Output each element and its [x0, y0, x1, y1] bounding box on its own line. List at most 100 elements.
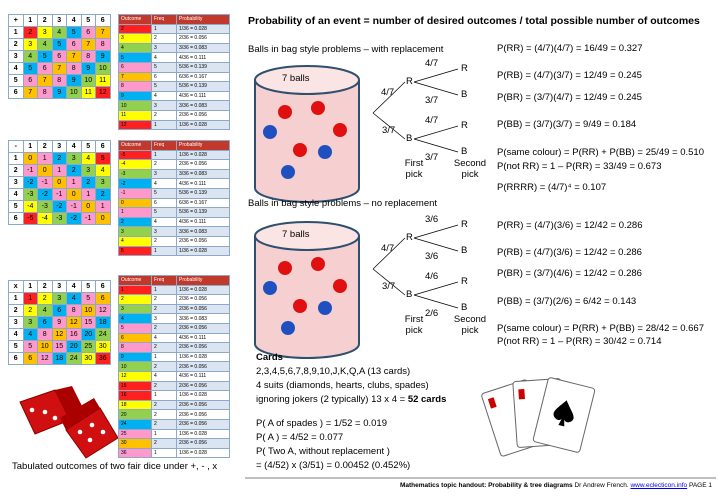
- table-cell: 3: [51, 292, 67, 305]
- footer: Mathematics topic handout: Probability &…: [400, 482, 712, 489]
- tree-branch: [372, 112, 406, 140]
- branch-label: B: [461, 89, 468, 100]
- table-cell: -3: [37, 200, 53, 213]
- table-cell: 9: [51, 86, 67, 99]
- table-cell: -5: [22, 212, 38, 225]
- bag-label: 7 balls: [282, 229, 310, 240]
- table-cell: 2/36 = 0.056: [176, 418, 230, 430]
- table-row: 3 -2 -1 0 1 2 3: [8, 176, 111, 189]
- table-row: 7 6 6/36 = 0.167: [118, 71, 230, 83]
- probability-result: P(RB) = (4/7)(3/7) = 12/49 = 0.245: [497, 70, 642, 81]
- table-cell: 30: [80, 352, 96, 365]
- table-cell: 10: [118, 361, 152, 372]
- table-row: 25 1 1/36 = 0.028: [118, 428, 230, 440]
- table-cell: 3: [22, 316, 38, 329]
- table-cell: 30: [118, 438, 152, 449]
- header-cell: +: [8, 14, 24, 27]
- outcome-table: Outcome Freq Probability 1 1 1/36 = 0.028 2 2 2/…: [118, 275, 230, 459]
- table-cell: 2/36 = 0.056: [176, 303, 230, 315]
- table-cell: 4/36 = 0.111: [176, 178, 230, 189]
- table-cell: 5/36 = 0.139: [176, 81, 230, 92]
- table-cell: 1: [118, 284, 152, 296]
- table-row: 5 5 10 15 20 25 30: [8, 340, 111, 353]
- table-cell: 2/36 = 0.056: [176, 159, 230, 170]
- table-row: 4 3 3/36 = 0.083: [118, 42, 230, 54]
- table-row: 15 2 2/36 = 0.056: [118, 380, 230, 392]
- row-header-cell: 3: [8, 50, 24, 63]
- table-row: Outcome Freq Probability: [118, 14, 230, 25]
- header-cell: 2: [37, 14, 53, 27]
- bag: [254, 80, 360, 203]
- branch-prob: 3/6: [425, 251, 439, 262]
- table-row: 5 1 1/36 = 0.028: [118, 245, 230, 257]
- table-row: -1 5 5/36 = 0.139: [118, 187, 230, 199]
- table-cell: 1/36 = 0.028: [176, 149, 230, 161]
- table-row: -3 3 3/36 = 0.083: [118, 168, 230, 180]
- branch-prob: 4/6: [425, 271, 439, 282]
- section-heading: Balls in bag style problems – no replace…: [248, 198, 438, 209]
- dice-table: x 1 2 3 4 5 6 1 1 2 3 4 5 6 2 2 4 6 8 10 12 3 3 6 9 12 15 18 4 4 8 12 16…: [8, 280, 111, 365]
- probability-result: P(RB) = (4/7)(3/6) = 12/42 = 0.286: [497, 247, 642, 258]
- table-cell: 9: [118, 90, 152, 102]
- row-header-cell: 1: [8, 26, 24, 39]
- table-cell: -2: [118, 178, 152, 189]
- table-row: 0 6 6/36 = 0.167: [118, 197, 230, 209]
- cards-image: [481, 377, 596, 457]
- row-header-cell: 5: [8, 340, 24, 353]
- table-cell: 1/36 = 0.028: [176, 390, 230, 401]
- table-cell: 3: [151, 42, 177, 54]
- table-row: 2 4 4/36 = 0.111: [118, 216, 230, 228]
- table-cell: -4: [37, 212, 53, 225]
- row-header-cell: 1: [8, 292, 24, 305]
- table-cell: 4: [151, 332, 177, 344]
- branch-label: B: [406, 289, 413, 300]
- row-header-cell: 6: [8, 352, 24, 365]
- table-row: 12 4 4/36 = 0.111: [118, 370, 230, 382]
- table-cell: 2: [151, 235, 177, 247]
- title: Probability of an event = number of desi…: [248, 15, 700, 27]
- table-cell: 4: [66, 292, 82, 305]
- table-row: 18 2 2/36 = 0.056: [118, 399, 230, 411]
- table-cell: 4/36 = 0.111: [176, 52, 230, 63]
- header-cell: 4: [66, 280, 82, 293]
- table-row: 2 -1 0 1 2 3 4: [8, 164, 111, 177]
- cards-line: ignoring jokers (2 typically) 13 x 4 = 5…: [256, 394, 447, 405]
- header-cell: 3: [51, 280, 67, 293]
- table-cell: 6: [22, 74, 38, 87]
- second-pick-label: Second pick: [453, 314, 487, 336]
- table-cell: 18: [51, 352, 67, 365]
- header-cell: 1: [22, 140, 38, 153]
- table-row: 4 4 8 12 16 20 24: [8, 328, 111, 341]
- table-cell: 2: [151, 361, 177, 372]
- table-row: 16 1 1/36 = 0.028: [118, 390, 230, 401]
- table-cell: 2/36 = 0.056: [176, 438, 230, 449]
- table-cell: 1: [151, 428, 177, 440]
- table-cell: 3/36 = 0.083: [176, 226, 230, 237]
- row-header-cell: 5: [8, 74, 24, 87]
- table-cell: -1: [22, 164, 38, 177]
- ball: [293, 143, 307, 157]
- row-header-cell: 6: [8, 86, 24, 99]
- probability-result: P(BB) = (3/7)(2/6) = 6/42 = 0.143: [497, 296, 637, 307]
- table-cell: 12: [118, 370, 152, 382]
- branch-label: R: [461, 120, 468, 131]
- table-cell: 4: [37, 304, 53, 317]
- table-cell: 6: [118, 61, 152, 73]
- row-header-cell: 2: [8, 304, 24, 317]
- header-cell: Outcome: [118, 140, 152, 151]
- table-cell: 6: [80, 26, 96, 39]
- table-cell: 7: [51, 62, 67, 75]
- header-cell: 2: [37, 280, 53, 293]
- table-cell: 2: [118, 23, 152, 35]
- table-cell: -3: [22, 188, 38, 201]
- outcome-table: Outcome Freq Probability -5 1 1/36 = 0.028 -4 2…: [118, 140, 230, 257]
- branch-label: R: [406, 232, 413, 243]
- row-header-cell: 6: [8, 212, 24, 225]
- table-cell: -1: [118, 187, 152, 199]
- branch-prob: 4/7: [425, 58, 439, 69]
- table-row: 4 -3 -2 -1 0 1 2: [8, 188, 111, 201]
- ball: [281, 321, 295, 335]
- footer-link[interactable]: www.eclecticon.info: [630, 482, 688, 489]
